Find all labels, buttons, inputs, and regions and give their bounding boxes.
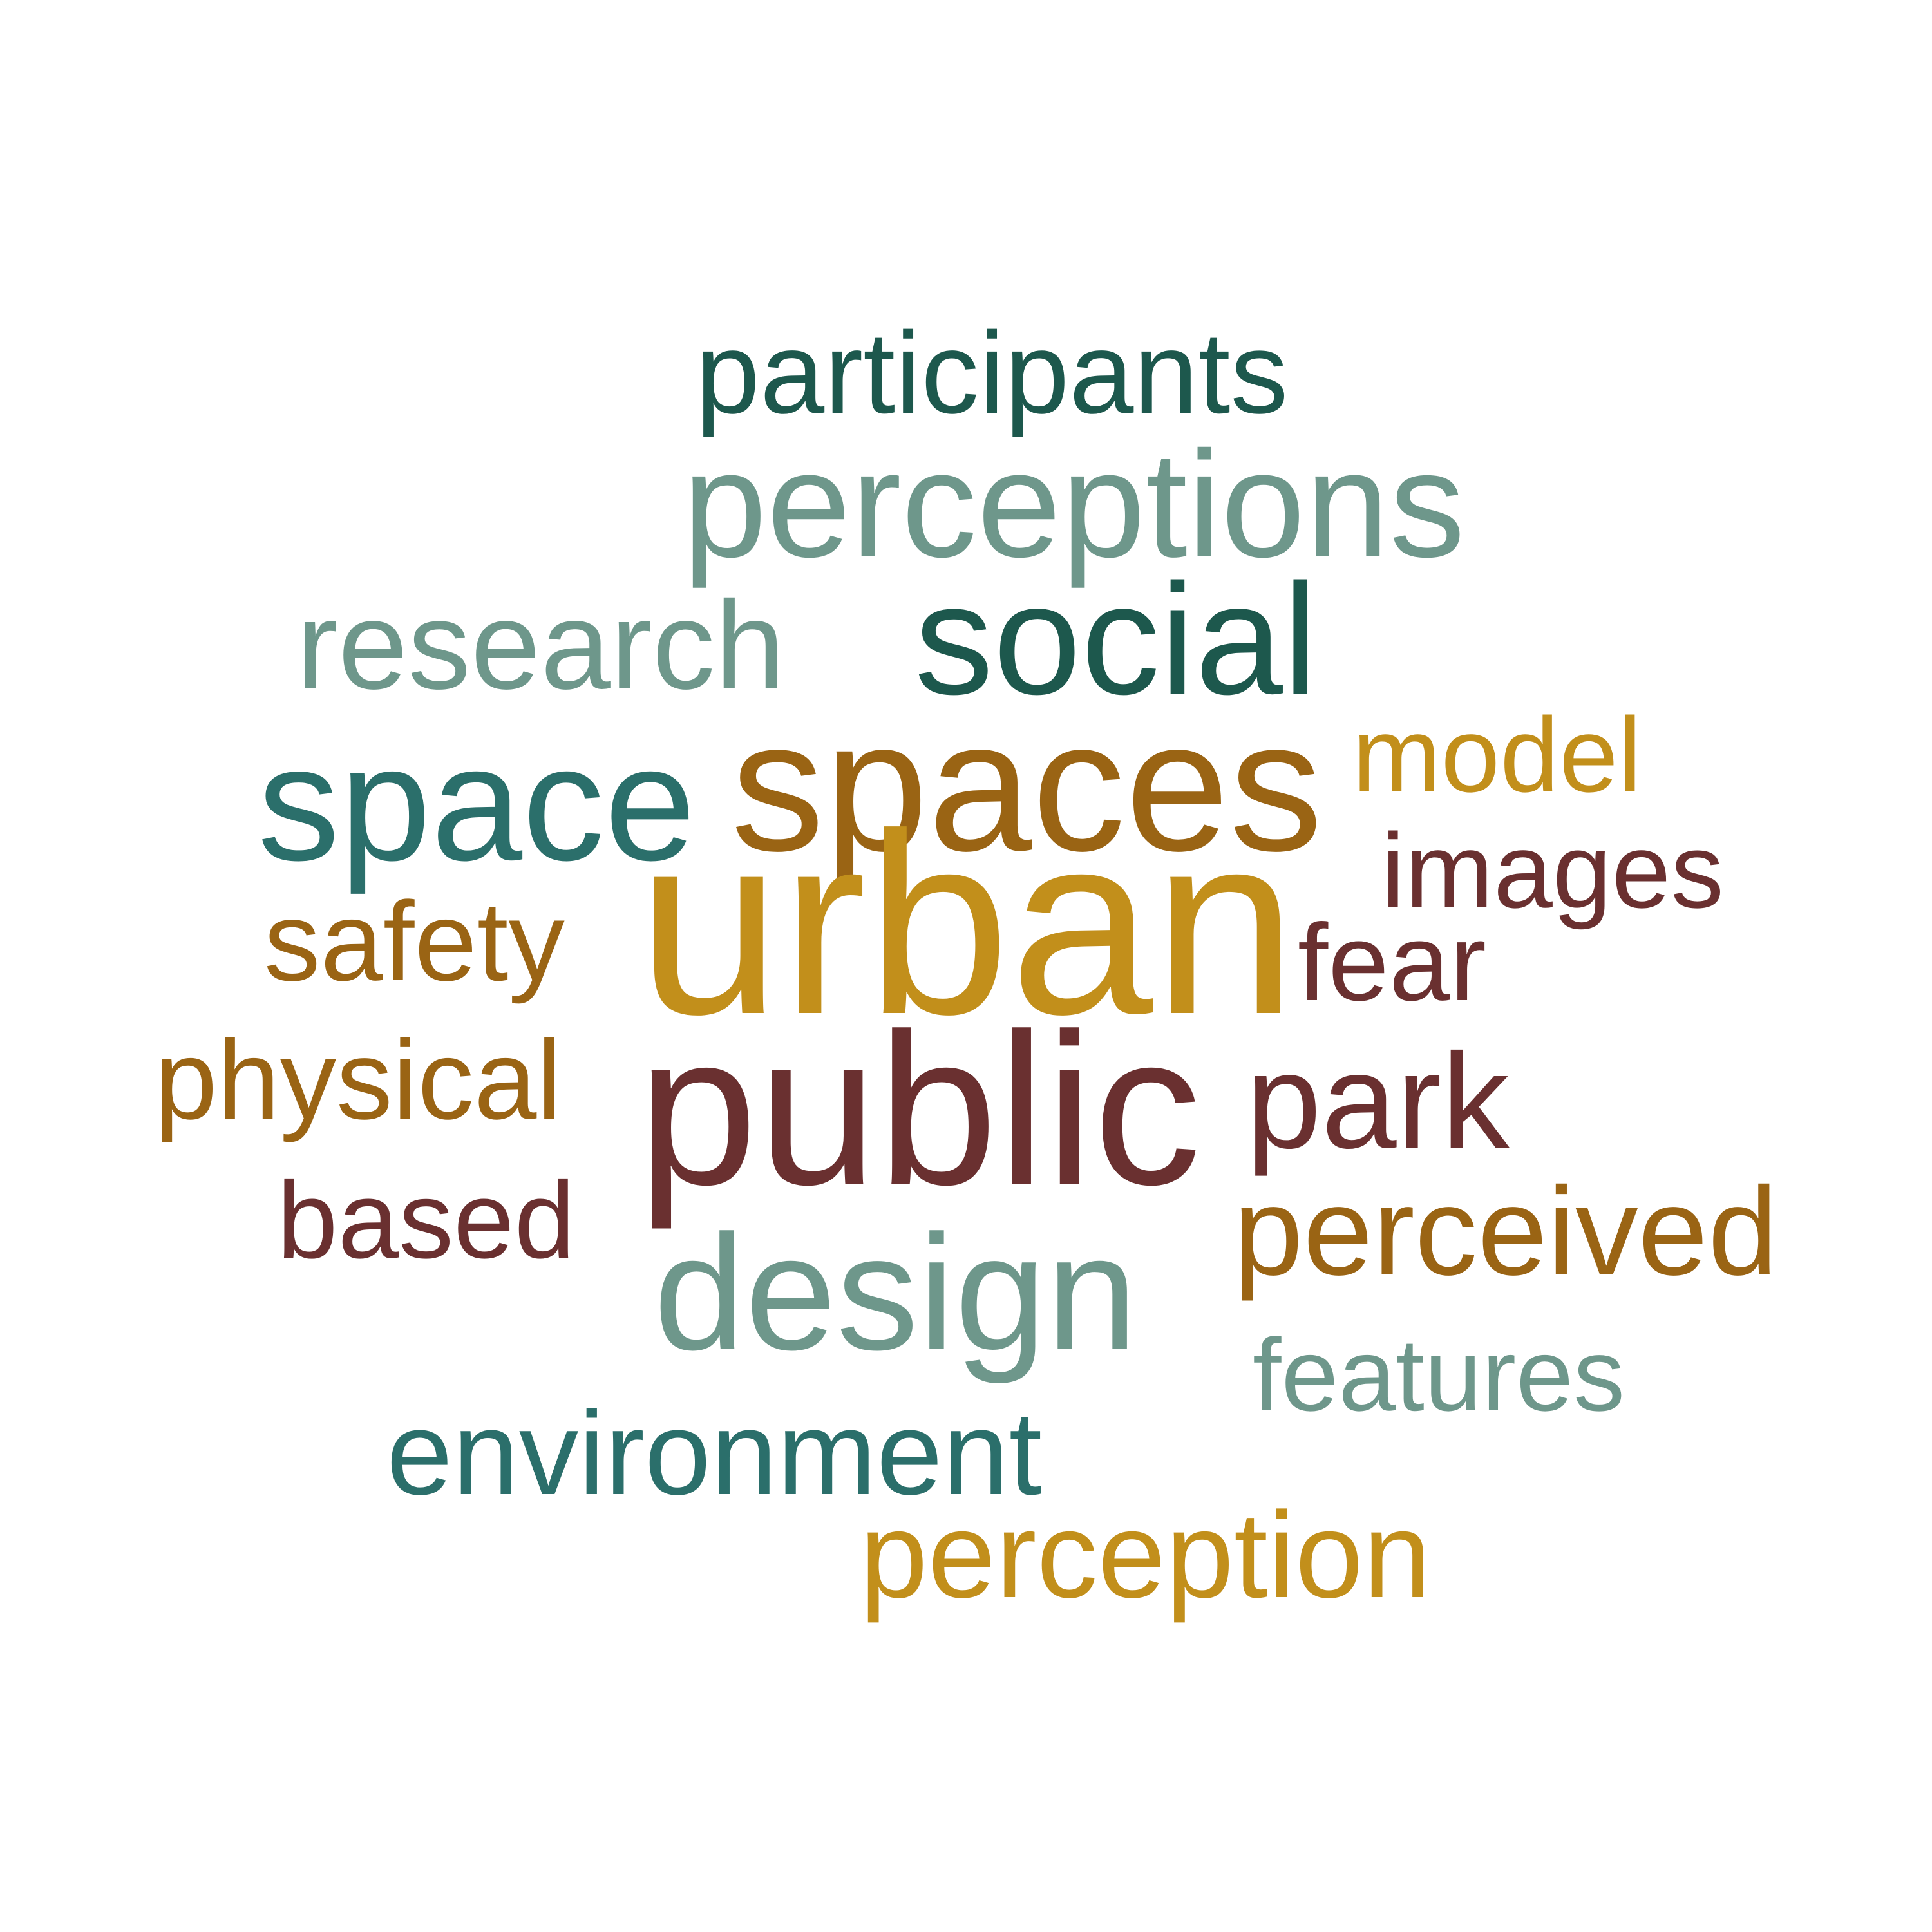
word-perceptions: perceptions	[683, 419, 1465, 589]
word-model: model	[1352, 696, 1642, 814]
word-space: space	[258, 712, 696, 895]
word-social: social	[914, 551, 1318, 727]
word-safety: safety	[264, 879, 565, 1005]
word-fear: fear	[1298, 902, 1486, 1024]
word-participants: participants	[696, 308, 1289, 438]
word-environment: environment	[386, 1387, 1043, 1520]
word-public: public	[638, 989, 1202, 1229]
word-based: based	[277, 1159, 576, 1282]
word-images: images	[1381, 811, 1724, 930]
word-perceived: perceived	[1233, 1161, 1778, 1302]
word-spaces: spaces	[731, 681, 1323, 890]
word-physical: physical	[155, 1018, 562, 1143]
word-research: research	[296, 575, 785, 715]
word-park: park	[1246, 1025, 1510, 1177]
word-design: design	[654, 1201, 1138, 1385]
word-perception: perception	[860, 1487, 1432, 1624]
word-urban: urban	[638, 780, 1297, 1068]
word-features: features	[1253, 1317, 1625, 1432]
